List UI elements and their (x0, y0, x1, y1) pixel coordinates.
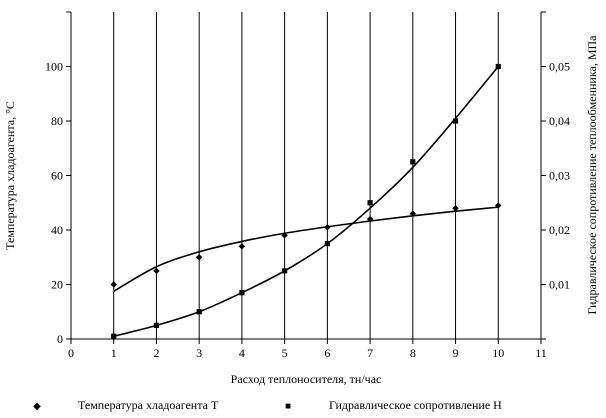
y-right-tick-label: 0,03 (549, 169, 570, 183)
y-axis-label-left: Температура хладоагента, °C (3, 101, 17, 250)
legend-item-resistance: ■ Гидравлическое сопротивление Н (283, 398, 502, 413)
y-right-tick-label: 0,02 (549, 223, 570, 237)
y-left-tick-label: 60 (51, 169, 63, 183)
x-tick-label: 11 (535, 346, 547, 360)
y-axis-label-right: Гидравлическое сопротивление теплообменн… (585, 35, 599, 315)
y-left-tick-label: 40 (51, 223, 63, 237)
legend-label-resistance: Гидравлическое сопротивление Н (329, 398, 502, 412)
legend-item-temperature: ◆ Температура хладоагента Т (32, 398, 218, 413)
series-curve-1 (113, 65, 499, 338)
temperature-point (281, 232, 288, 239)
data-points (110, 63, 502, 339)
x-tick-label: 0 (68, 346, 74, 360)
diamond-marker-icon: ◆ (33, 401, 41, 412)
x-tick-label: 5 (282, 346, 288, 360)
legend: ◆ Температура хладоагента Т ■ Гидравлическ… (0, 398, 606, 416)
square-marker-icon: ■ (284, 401, 292, 412)
temperature-point (366, 215, 374, 223)
temperature-point (153, 267, 160, 275)
resistance-point (452, 118, 459, 124)
y-left-tick-label: 80 (51, 114, 63, 128)
temperature-point (495, 202, 502, 209)
x-tick-label: 4 (239, 346, 245, 360)
x-tick-label: 6 (324, 346, 330, 360)
chart-svg: 0 1 2 3 4 5 6 7 8 9 10 11 0 20 40 60 80 100 0,01 0,02 0,03 0,… (3, 11, 599, 386)
series-curve-0 (113, 206, 499, 293)
temperature-point (324, 224, 331, 231)
resistance-point (324, 241, 330, 247)
trend-curves (113, 65, 499, 338)
y-right-tick-label: 0,01 (549, 278, 570, 292)
x-axis-label: Расход теплоносителя, тн/час (231, 372, 382, 386)
y-right-tick-label: 0,04 (549, 114, 570, 128)
x-tick-label: 1 (111, 346, 117, 360)
legend-label-temperature: Температура хладоагента Т (78, 398, 219, 412)
x-tick-label: 10 (492, 346, 504, 360)
y-left-tick-label: 20 (51, 278, 63, 292)
axes (66, 11, 546, 344)
temperature-point (110, 281, 117, 288)
resistance-point (111, 333, 117, 339)
resistance-point (239, 290, 245, 296)
temperature-point (452, 205, 459, 212)
x-tick-label: 3 (196, 346, 202, 360)
tick-labels: 0 1 2 3 4 5 6 7 8 9 10 11 0 20 40 60 80 100 0,01 0,02 0,03 0,… (45, 60, 570, 361)
resistance-point (410, 159, 416, 165)
temperature-point (409, 210, 417, 217)
temperature-point (238, 243, 246, 250)
resistance-point (196, 309, 202, 315)
x-tick-label: 8 (410, 346, 416, 360)
x-tick-label: 2 (153, 346, 159, 360)
y-left-tick-label: 0 (57, 332, 63, 346)
x-tick-label: 9 (453, 346, 459, 360)
y-right-tick-label: 0,05 (549, 60, 570, 74)
grid-lines (113, 12, 499, 339)
resistance-point (367, 200, 373, 206)
resistance-point (153, 322, 160, 328)
resistance-point (495, 63, 501, 70)
y-left-tick-label: 100 (45, 60, 63, 74)
temperature-point (195, 254, 203, 261)
x-tick-label: 7 (367, 346, 373, 360)
resistance-point (282, 268, 288, 274)
